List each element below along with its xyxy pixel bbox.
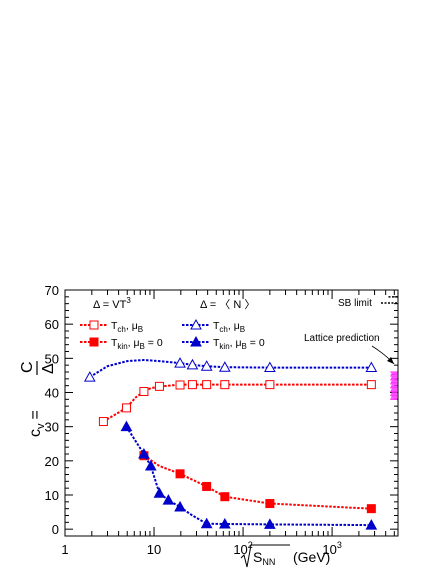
data-point xyxy=(121,403,131,413)
data-point xyxy=(366,380,376,390)
data-point xyxy=(89,337,99,347)
series-3 xyxy=(120,420,378,530)
data-point xyxy=(174,357,186,368)
data-point xyxy=(202,380,212,390)
series-line xyxy=(143,454,372,510)
sb-limit-label: SB limit xyxy=(338,298,372,309)
x-tick-label: 1 xyxy=(61,542,68,557)
series-2 xyxy=(83,357,378,382)
legend-label: Tch, μB xyxy=(213,320,245,334)
y-tick-label: 30 xyxy=(45,420,59,435)
y-tick-label: 50 xyxy=(45,351,59,366)
data-point xyxy=(144,459,157,471)
x-axis-label-s: SNN xyxy=(253,549,275,567)
data-point xyxy=(366,504,376,514)
data-point xyxy=(138,447,150,459)
data-point xyxy=(264,518,276,529)
data-point xyxy=(187,380,197,390)
legend-label: Tkin, μB = 0 xyxy=(111,337,163,351)
data-point xyxy=(174,500,186,512)
legend-entry-2: Tch, μB xyxy=(182,318,245,334)
data-point xyxy=(220,380,230,390)
data-point xyxy=(162,494,175,505)
data-point xyxy=(265,499,275,509)
legend-label: Tkin, μB = 0 xyxy=(213,337,265,351)
legend-label: Tch, μB xyxy=(111,320,143,334)
x-axis-label-units: (GeV) xyxy=(293,549,330,565)
legend-header-right: Δ = 〈 N 〉 xyxy=(200,298,255,311)
data-point xyxy=(154,381,164,391)
x-axis-label-sqrt xyxy=(240,544,290,568)
legend-entry-0: Tch, μB xyxy=(80,320,143,334)
data-point xyxy=(365,519,378,530)
lattice-arrow-head xyxy=(387,357,394,364)
y-tick-label: 40 xyxy=(45,386,59,401)
series-line xyxy=(125,426,372,527)
data-point xyxy=(186,358,199,370)
y-axis-label: cv= C Δ xyxy=(19,361,57,437)
data-point xyxy=(218,518,231,529)
data-point xyxy=(175,380,185,390)
data-point xyxy=(153,487,166,498)
series-0 xyxy=(98,380,376,427)
x-tick-label: 103 xyxy=(322,540,341,557)
legend-entry-3: Tkin, μB = 0 xyxy=(182,335,265,351)
y-tick-label: 20 xyxy=(45,454,59,469)
data-point xyxy=(365,361,378,373)
data-point xyxy=(120,420,133,432)
data-point xyxy=(220,492,230,502)
lattice-prediction-label: Lattice prediction xyxy=(304,333,380,344)
legend-entry-1: Tkin, μB = 0 xyxy=(80,337,163,351)
data-point xyxy=(89,320,99,330)
x-tick-label: 10 xyxy=(147,542,161,557)
y-tick-label: 0 xyxy=(52,522,59,537)
data-point xyxy=(200,517,213,529)
data-point xyxy=(202,481,212,491)
data-point xyxy=(83,371,96,382)
data-point xyxy=(190,318,202,330)
data-point xyxy=(265,380,275,390)
y-tick-label: 10 xyxy=(45,488,59,503)
data-point xyxy=(139,386,149,396)
y-tick-label: 60 xyxy=(45,317,59,332)
data-point xyxy=(218,361,231,372)
data-point xyxy=(175,469,185,479)
x-axis-label: SNN (GeV) xyxy=(240,544,330,568)
data-point xyxy=(264,361,276,373)
y-tick-label: 70 xyxy=(45,283,59,298)
series-line xyxy=(89,358,372,378)
legend-header-left: Δ = VT3 xyxy=(93,296,131,311)
data-point xyxy=(200,360,213,371)
y-axis-label-lhs: cv= xyxy=(27,410,47,437)
y-axis-label-den: Δ xyxy=(40,363,57,374)
y-axis-label-num: C xyxy=(19,361,36,373)
data-point xyxy=(98,417,108,427)
data-point xyxy=(190,335,202,347)
x-tick-label: 102 xyxy=(233,540,252,557)
